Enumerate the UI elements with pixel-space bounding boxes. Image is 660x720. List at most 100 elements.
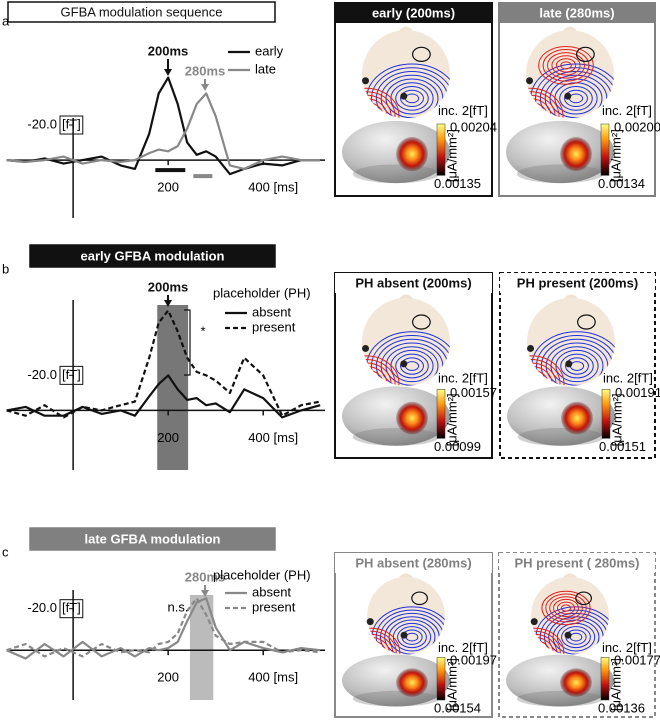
arrow-head <box>201 84 209 91</box>
panel-letter: b <box>2 261 9 276</box>
topo-contour-red <box>527 358 561 386</box>
scale-label: inc. 2[fT] <box>603 371 653 386</box>
topo-contour-blue <box>535 67 614 119</box>
map-title-bar <box>335 273 492 293</box>
topo-contour-red <box>526 91 560 119</box>
activation-blob <box>561 401 593 435</box>
arrow-head <box>164 69 172 76</box>
sensor-dot <box>362 77 370 85</box>
topo-contour-black <box>576 46 595 63</box>
arrow-head <box>164 300 172 307</box>
topo-contour-blue <box>371 67 450 119</box>
brain <box>342 386 450 446</box>
peak-annotation: 280ms <box>185 569 225 584</box>
topo-contour-red <box>531 630 561 655</box>
sensor-dot <box>366 618 374 626</box>
colorbar-min: 0.00099 <box>434 439 481 454</box>
sensor-dot <box>527 344 535 352</box>
legend-title: placeholder (PH) <box>213 567 311 582</box>
topo-contour-red <box>538 45 594 85</box>
topo-contour-red <box>367 627 401 655</box>
y-axis-label: [fT] <box>62 600 81 615</box>
colorbar-unit: [μA/mm²] <box>444 129 459 182</box>
scale-label: inc. 2[fT] <box>602 640 652 655</box>
topo-contour-red <box>531 627 565 655</box>
brain-shadow <box>517 427 605 446</box>
panel-header: late GFBA modulation <box>84 531 220 546</box>
colorbar-unit: [μA/mm²] <box>608 129 623 182</box>
x-tick-label: 200 <box>157 430 179 445</box>
y-axis-label: [fT] <box>62 116 81 131</box>
legend-label: early <box>255 43 284 58</box>
topo-contour-red <box>541 590 591 626</box>
topo-contour-red <box>551 55 581 76</box>
topo-contour-black <box>412 46 431 63</box>
map-title: PH absent (280ms) <box>355 555 471 570</box>
topo-contour-red <box>560 604 572 612</box>
topo-contour-red <box>367 630 397 655</box>
colorbar <box>600 123 610 176</box>
topo-contour-black <box>412 314 431 330</box>
topo-contour-red <box>362 91 396 119</box>
sensor-dot <box>564 631 572 639</box>
topo-contour-red <box>542 49 590 82</box>
topo-contour-red <box>545 593 587 623</box>
y-axis-label: [fT] <box>62 367 81 382</box>
topo-contour-red <box>556 601 576 615</box>
sensor-dot <box>400 92 408 100</box>
y-tick-label: -20.0 <box>27 600 57 615</box>
topo-contour-blue <box>395 85 429 111</box>
topo-contour-black <box>411 591 428 606</box>
topo-contour-blue <box>400 89 424 108</box>
y-label-box <box>59 365 84 385</box>
activation-blob <box>560 668 592 697</box>
panel-header: early GFBA modulation <box>81 248 225 263</box>
topo-contour-blue <box>564 89 588 108</box>
topo-contour-red <box>560 61 572 70</box>
panel-letter: c <box>2 544 9 559</box>
topo-contour-blue <box>559 85 593 111</box>
map-title: late (280ms) <box>539 5 614 20</box>
brain <box>342 654 450 707</box>
arrow-head <box>201 590 209 597</box>
colorbar-max: 0.00204 <box>450 119 497 134</box>
x-tick-label: 400 [ms] <box>248 430 298 445</box>
topo-contour-blue <box>375 609 445 655</box>
map-title: early (200ms) <box>372 5 455 20</box>
topo-contour-blue <box>397 626 427 649</box>
brain <box>507 386 615 446</box>
colorbar-unit: [μA/mm²] <box>609 393 624 446</box>
colorbar <box>436 389 446 439</box>
topo-contour-blue <box>400 357 424 375</box>
panel-letter: a <box>2 13 10 28</box>
highlight-window <box>190 595 214 700</box>
sensor-dot <box>400 631 408 639</box>
topo-contour-red <box>526 87 564 119</box>
colorbar <box>600 656 610 701</box>
colorbar-max: 0.00157 <box>450 385 497 400</box>
activation-blob <box>560 136 592 172</box>
colorbar-min: 0.00154 <box>434 700 481 715</box>
significance-label: * <box>200 323 205 338</box>
time-window <box>155 168 186 173</box>
panel-header: GFBA modulation sequence <box>61 4 223 19</box>
topo-contour-red <box>547 52 585 79</box>
panel-header-box <box>7 1 276 23</box>
topo-contour-red <box>362 355 400 386</box>
significance-bracket <box>184 309 191 376</box>
map-title-bar <box>335 553 492 573</box>
topo-contour-red <box>555 58 577 73</box>
colorbar <box>601 389 611 439</box>
scale-label: inc. 2[fT] <box>438 103 488 118</box>
topo-contour-black <box>577 314 596 330</box>
x-tick-label: 400 [ms] <box>248 180 298 195</box>
peak-annotation: 200ms <box>148 43 188 58</box>
topo-contour-blue <box>395 353 429 379</box>
topo-contour-red <box>362 358 396 386</box>
sensor-dot <box>565 360 573 368</box>
colorbar-min: 0.00135 <box>434 176 481 191</box>
topo-contour-blue <box>561 626 591 649</box>
legend-label: absent <box>252 304 291 319</box>
series-line <box>6 309 321 419</box>
map-title: PH absent (200ms) <box>355 275 471 290</box>
